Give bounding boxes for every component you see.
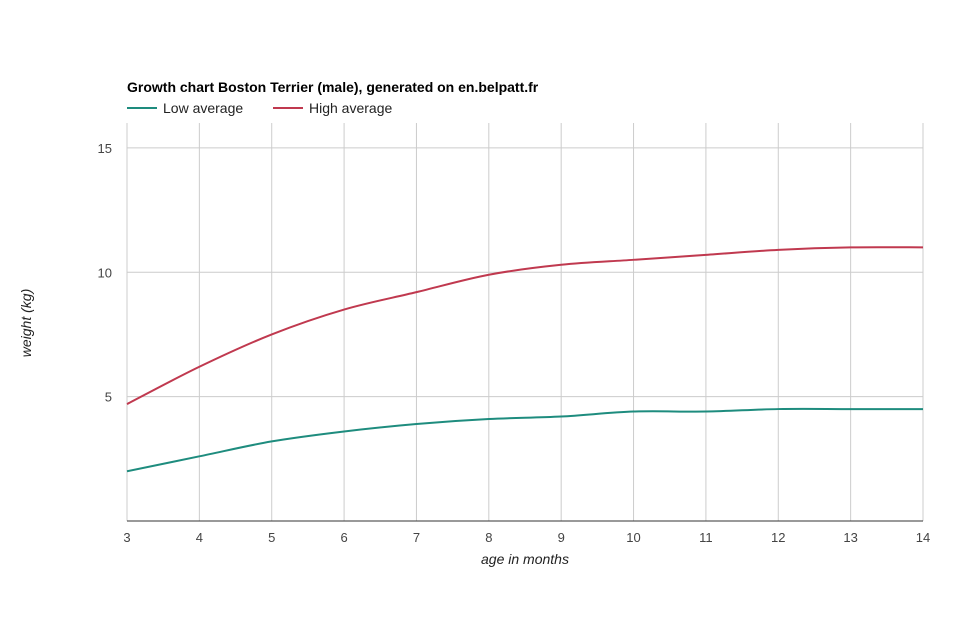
y-axis-label: weight (kg) — [18, 289, 34, 357]
legend: Low average High average — [127, 100, 392, 116]
grid-lines — [126, 123, 924, 522]
x-axis-label: age in months — [481, 551, 569, 567]
x-tick-label: 6 — [340, 530, 347, 545]
x-axis-ticks: 3 4 5 6 7 8 9 10 11 12 13 14 — [123, 530, 930, 545]
x-tick-label: 7 — [413, 530, 420, 545]
series-lines — [126, 246, 924, 473]
x-tick-label: 13 — [843, 530, 857, 545]
series-line-low-average — [126, 407, 923, 473]
x-tick-label: 5 — [268, 530, 275, 545]
legend-label-high-average: High average — [309, 100, 392, 116]
y-tick-label: 10 — [98, 265, 112, 280]
x-tick-label: 4 — [196, 530, 203, 545]
x-tick-label: 14 — [916, 530, 930, 545]
y-axis-ticks: 5 10 15 — [98, 141, 112, 405]
x-tick-label: 3 — [123, 530, 130, 545]
x-tick-label: 10 — [626, 530, 640, 545]
chart-title: Growth chart Boston Terrier (male), gene… — [127, 79, 539, 95]
x-tick-label: 11 — [699, 530, 713, 545]
x-tick-label: 12 — [771, 530, 785, 545]
y-tick-label: 5 — [105, 390, 112, 405]
series-line-high-average — [126, 246, 924, 405]
legend-label-low-average: Low average — [163, 100, 243, 116]
x-tick-label: 9 — [558, 530, 565, 545]
x-tick-label: 8 — [485, 530, 492, 545]
y-tick-label: 15 — [98, 141, 112, 156]
